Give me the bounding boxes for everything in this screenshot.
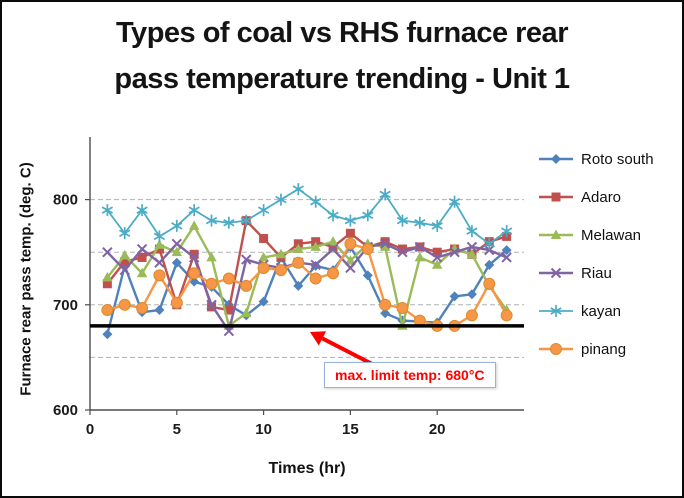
star-marker-icon [539,305,573,317]
diamond-marker-icon [539,154,573,164]
square-marker-icon [539,192,573,202]
x-tick-label: 5 [173,421,181,438]
circle-marker-icon [539,343,573,355]
limit-annotation: max. limit temp: 680°C [324,362,496,388]
y-tick-label: 700 [53,297,78,314]
legend-item-pinang: pinang [538,330,654,368]
x-tick-label: 15 [342,421,359,438]
chart-title: Types of coal vs RHS furnace rear pass t… [2,10,682,103]
legend-label: Melawan [581,226,642,244]
x-tick-label: 10 [255,421,272,438]
series-kayan [101,183,513,250]
legend-item-adaro: Adaro [538,178,654,216]
legend-label: Riau [581,264,612,282]
x-axis-title: Times (hr) [268,460,346,477]
series-riau [102,238,512,337]
annotation-arrowhead [310,331,327,346]
triangle-marker-icon [539,229,573,239]
legend: Roto south Adaro Melawan Riau kayan pinang [538,140,654,368]
series-melawan [102,220,512,330]
legend-item-melawan: Melawan [538,216,654,254]
y-tick-label: 800 [53,192,78,209]
legend-label: Roto south [581,150,654,168]
legend-item-riau: Riau [538,254,654,292]
chart-title-line1: Types of coal vs RHS furnace rear [116,17,568,49]
x-marker-icon [539,267,573,279]
legend-item-roto-south: Roto south [538,140,654,178]
legend-label: Adaro [581,188,622,206]
legend-label: pinang [581,340,627,358]
annotation-arrow-shaft [321,336,377,368]
x-tick-label: 0 [86,421,94,438]
y-tick-label: 600 [53,402,78,419]
legend-label: kayan [581,302,622,320]
x-tick-label: 20 [429,421,446,438]
legend-item-kayan: kayan [538,292,654,330]
chart-title-line2: pass temperature trending - Unit 1 [114,63,570,96]
